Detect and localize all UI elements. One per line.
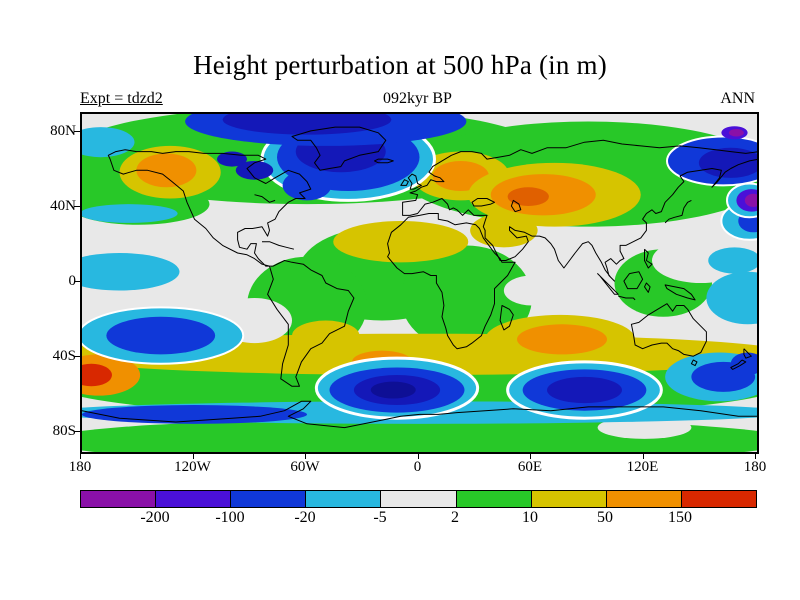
contour-region	[222, 114, 392, 135]
contour-region	[136, 153, 197, 188]
coastline	[499, 305, 514, 331]
contour-region	[82, 252, 180, 291]
colorbar-cell	[456, 491, 532, 507]
coastline	[664, 284, 696, 301]
contour-region	[730, 352, 757, 376]
colorbar-level-label: 50	[597, 509, 613, 526]
epoch-label: 092kyr BP	[383, 90, 452, 107]
coastline	[743, 348, 752, 359]
coastline	[644, 282, 651, 293]
coastline	[400, 179, 409, 186]
contour-region	[82, 204, 178, 223]
season-label: ANN	[720, 90, 755, 107]
contour-region	[708, 247, 757, 274]
coastline	[510, 199, 522, 213]
lon-tick	[530, 454, 531, 459]
lat-tick	[74, 356, 80, 358]
lon-tick-label: 0	[413, 459, 422, 475]
contour-region	[744, 193, 757, 207]
coastline	[82, 400, 757, 429]
contour-region	[728, 129, 744, 137]
lon-tick-label: 180	[68, 459, 92, 475]
lat-tick	[74, 281, 80, 282]
colorbar-cell	[81, 491, 157, 507]
colorbar-cell	[156, 491, 232, 507]
coastline	[690, 359, 698, 367]
contour-region	[470, 213, 538, 248]
colorbar-level-label: 150	[668, 509, 692, 526]
colorbar-level-label: -5	[373, 509, 387, 526]
colorbar-level-label: 10	[522, 509, 538, 526]
experiment-label: Expt = tdzd2	[80, 90, 163, 107]
coastline	[597, 273, 619, 295]
lon-tick-label: 60W	[290, 459, 320, 475]
colorbar-level-label: -100	[215, 509, 245, 526]
contour-region	[706, 271, 757, 325]
contour-region	[503, 275, 561, 306]
contour-region	[82, 127, 135, 158]
coastline	[254, 194, 276, 203]
lat-tick-label: 40N	[50, 197, 76, 214]
colorbar-level-label: -200	[140, 509, 170, 526]
lat-tick	[74, 205, 80, 207]
lon-tick-label: 180	[743, 459, 767, 475]
lon-tick	[755, 454, 756, 459]
colorbar-cell	[306, 491, 382, 507]
lon-tick	[642, 454, 644, 459]
lat-tick	[74, 130, 80, 132]
contour-region	[292, 320, 360, 351]
plot-title: Height perturbation at 500 hPa (in m)	[193, 50, 607, 80]
lon-tick-label: 120E	[626, 459, 659, 475]
lat-tick-label: 0	[68, 273, 77, 289]
lat-tick-label: 40S	[52, 348, 76, 365]
contour-region	[547, 376, 622, 404]
contour-region	[698, 147, 757, 178]
contour-region	[82, 418, 757, 452]
coastline	[630, 303, 707, 357]
colorbar-level-label: 2	[451, 509, 459, 526]
contour-region	[106, 316, 216, 355]
coastline	[730, 359, 747, 370]
coastline	[471, 198, 495, 207]
contour-region	[507, 187, 549, 207]
coastline	[644, 248, 653, 269]
coastline	[107, 149, 355, 387]
coastline	[374, 158, 394, 164]
contour-region	[333, 221, 469, 263]
lon-tick-label: 60E	[517, 459, 543, 475]
contour-region	[517, 324, 607, 355]
lon-tick	[305, 454, 306, 459]
colorbar-cell	[681, 491, 756, 507]
coastline	[664, 199, 692, 224]
contour-region	[400, 245, 532, 351]
colorbar-level-label: -20	[294, 509, 316, 526]
coastline	[623, 271, 644, 290]
coastline	[291, 126, 387, 171]
colorbar-cell	[231, 491, 307, 507]
colorbar-cell	[531, 491, 607, 507]
contour-region	[82, 363, 112, 387]
contour-region	[282, 170, 332, 201]
lon-tick	[80, 454, 81, 459]
coastline	[407, 173, 422, 190]
coastline	[402, 139, 757, 282]
coastline	[387, 213, 516, 350]
lat-tick	[74, 431, 80, 433]
colorbar-cell	[381, 491, 457, 507]
coastline	[262, 241, 295, 250]
lon-tick	[417, 454, 419, 459]
lat-tick-label: 80N	[50, 122, 76, 139]
contour-region	[235, 160, 274, 180]
coastline	[618, 295, 636, 301]
colorbar	[80, 490, 757, 508]
map-frame	[80, 112, 759, 454]
colorbar-cell	[606, 491, 682, 507]
lon-tick-label: 120W	[174, 459, 211, 475]
world-map	[82, 114, 757, 452]
contour-region	[370, 381, 416, 399]
lat-tick-label: 80S	[52, 423, 76, 440]
lon-tick	[192, 454, 194, 459]
